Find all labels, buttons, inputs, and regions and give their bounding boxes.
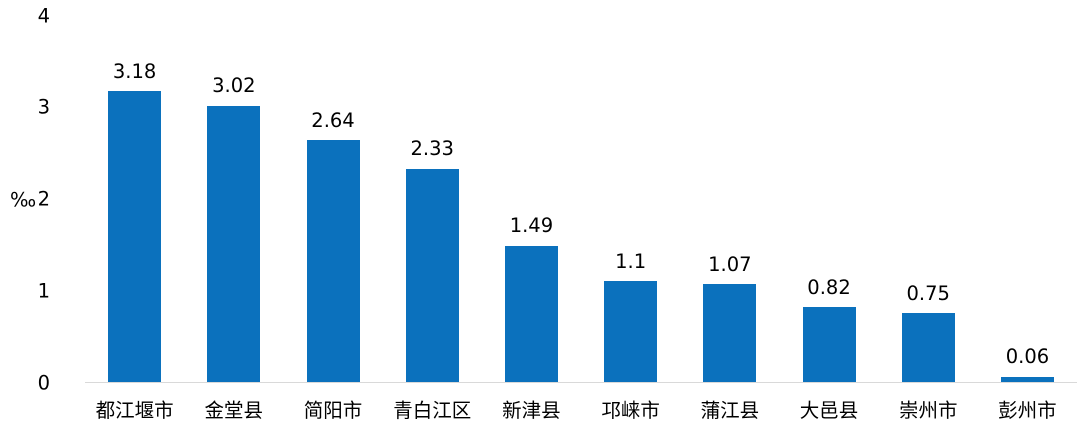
y-axis-unit: ‰ [10,16,44,383]
bar-slot: 1.07 [680,16,779,382]
bar-value-label: 2.33 [410,137,454,161]
bar: 2.33 [405,138,459,382]
bar-slot: 0.82 [779,16,878,382]
y-tick-label: 1 [37,279,50,303]
x-category-label: 蒲江县 [700,399,760,422]
x-category-label: 都江堰市 [95,399,174,422]
x-category-label: 彭州市 [998,399,1057,422]
y-tick-label: 3 [37,96,50,120]
bar: 0.82 [802,276,856,382]
x-axis: 都江堰市 金堂县 简阳市 青白江区 新津县 邛崃市 蒲江县 大邑县 崇州市 彭州市 [85,383,1077,432]
bar: 1.1 [604,250,658,382]
bar-slot: 0.75 [879,16,978,382]
y-tick-label: 0 [37,371,50,395]
bar: 2.64 [306,110,360,382]
bar-value-label: 3.18 [112,59,157,83]
bar: 1.49 [504,215,558,382]
bar-value-label: 0.75 [906,281,950,305]
bar: 3.18 [108,60,162,382]
bar-slot: 0.06 [978,16,1077,382]
bar-slot: 1.49 [482,16,581,382]
x-category-label: 新津县 [502,399,561,422]
bar: 0.75 [901,282,955,382]
y-tick-label: 4 [37,4,50,28]
bar-slot: 3.18 [85,16,184,382]
plot-area: 3.18 3.02 2.64 2.33 1.49 1.1 1.07 0.82 0.75 0.06 [85,16,1077,383]
bar: 3.02 [207,75,261,382]
y-axis: 0 1 2 3 4 [0,5,64,394]
bar-value-label: 0.82 [807,275,851,299]
x-category-label: 青白江区 [393,399,472,422]
x-category-label: 金堂县 [204,399,264,422]
bar-slot: 2.33 [383,16,482,382]
bar-value-label: 0.06 [1005,345,1050,369]
x-category-label: 崇州市 [898,399,958,422]
bar-value-label: 1.49 [509,214,554,238]
y-axis-unit-label: ‰ [10,188,37,211]
bar-slot: 2.64 [283,16,382,382]
bar-value-label: 3.02 [212,74,256,98]
bar-value-label: 1.1 [615,249,647,273]
x-category-label: 简阳市 [303,399,363,422]
bar-slot: 3.02 [184,16,283,382]
bar-value-label: 1.07 [708,252,752,276]
y-tick-label: 2 [37,187,50,211]
x-category-label: 大邑县 [799,399,859,422]
bar-slot: 1.1 [581,16,680,382]
x-category-label: 邛崃市 [601,399,660,422]
bar: 0.06 [1000,346,1054,382]
bar: 1.07 [703,253,757,382]
bar-value-label: 2.64 [311,109,355,133]
